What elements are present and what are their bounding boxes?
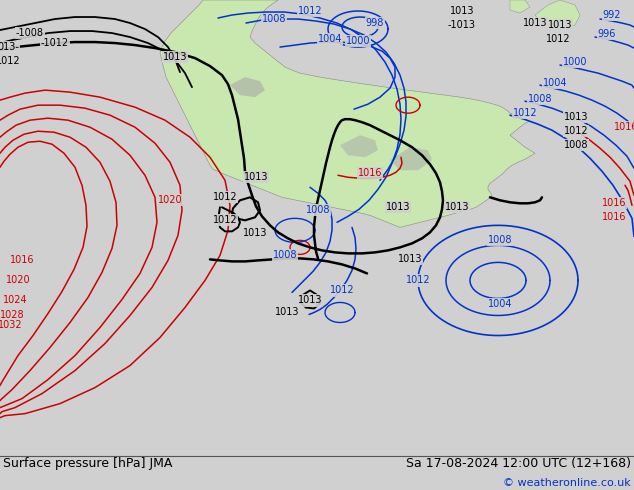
Text: 1028: 1028 <box>0 311 24 320</box>
Text: 1013: 1013 <box>385 202 410 212</box>
Text: 1016: 1016 <box>602 198 626 208</box>
Text: 1013: 1013 <box>450 6 474 16</box>
Polygon shape <box>160 0 535 227</box>
Text: 1024: 1024 <box>3 295 27 305</box>
Text: 1008: 1008 <box>488 235 512 245</box>
Polygon shape <box>510 0 530 13</box>
Text: © weatheronline.co.uk: © weatheronline.co.uk <box>503 478 631 488</box>
Text: 1012: 1012 <box>0 56 20 66</box>
Text: 1016: 1016 <box>358 168 382 178</box>
Text: 1020: 1020 <box>158 196 183 205</box>
Text: 1013: 1013 <box>444 202 469 212</box>
Text: 1008: 1008 <box>273 250 297 260</box>
Text: 1008: 1008 <box>306 205 330 215</box>
Text: 992: 992 <box>603 10 621 20</box>
Text: 1012: 1012 <box>298 6 322 16</box>
Text: 1013: 1013 <box>243 228 268 238</box>
Text: 1000: 1000 <box>346 36 370 46</box>
Text: 1000: 1000 <box>563 57 587 67</box>
Text: 1004: 1004 <box>543 78 567 88</box>
Text: 013-: 013- <box>0 42 19 52</box>
Text: -1012: -1012 <box>41 38 69 48</box>
Text: 1032: 1032 <box>0 320 22 330</box>
Text: 1020: 1020 <box>6 275 30 286</box>
Text: 1012: 1012 <box>513 108 537 118</box>
Text: Surface pressure [hPa] JMA: Surface pressure [hPa] JMA <box>3 457 172 469</box>
Text: 1012: 1012 <box>212 192 237 202</box>
Text: -1013: -1013 <box>448 20 476 30</box>
Text: 1012: 1012 <box>564 126 588 136</box>
Text: 1013: 1013 <box>275 308 299 318</box>
Text: 1013: 1013 <box>243 172 268 182</box>
Text: 1016: 1016 <box>602 212 626 222</box>
Text: Sa 17-08-2024 12:00 UTC (12+168): Sa 17-08-2024 12:00 UTC (12+168) <box>406 457 631 469</box>
Polygon shape <box>535 0 580 30</box>
Text: 1004: 1004 <box>488 299 512 310</box>
Text: 1008: 1008 <box>262 14 286 24</box>
Text: 1012: 1012 <box>546 34 571 44</box>
Text: 996: 996 <box>598 29 616 39</box>
Text: 1013: 1013 <box>298 295 322 305</box>
Text: 1012: 1012 <box>330 286 354 295</box>
Text: 1016: 1016 <box>10 255 34 266</box>
Text: 1012: 1012 <box>406 275 430 286</box>
Text: -1008: -1008 <box>16 28 44 38</box>
Text: 1004: 1004 <box>318 34 342 44</box>
Text: 1013: 1013 <box>163 52 187 62</box>
Text: 998: 998 <box>366 18 384 28</box>
Text: 1008: 1008 <box>564 140 588 150</box>
Text: 1013: 1013 <box>564 112 588 122</box>
Polygon shape <box>340 135 378 157</box>
Text: 1012: 1012 <box>212 215 237 225</box>
Polygon shape <box>230 77 265 97</box>
Text: 1013: 1013 <box>398 254 422 265</box>
Text: 1016-: 1016- <box>614 122 634 132</box>
Polygon shape <box>390 147 432 170</box>
Text: 1013: 1013 <box>523 18 547 28</box>
Text: 1008: 1008 <box>527 94 552 104</box>
Text: 1013: 1013 <box>548 20 573 30</box>
